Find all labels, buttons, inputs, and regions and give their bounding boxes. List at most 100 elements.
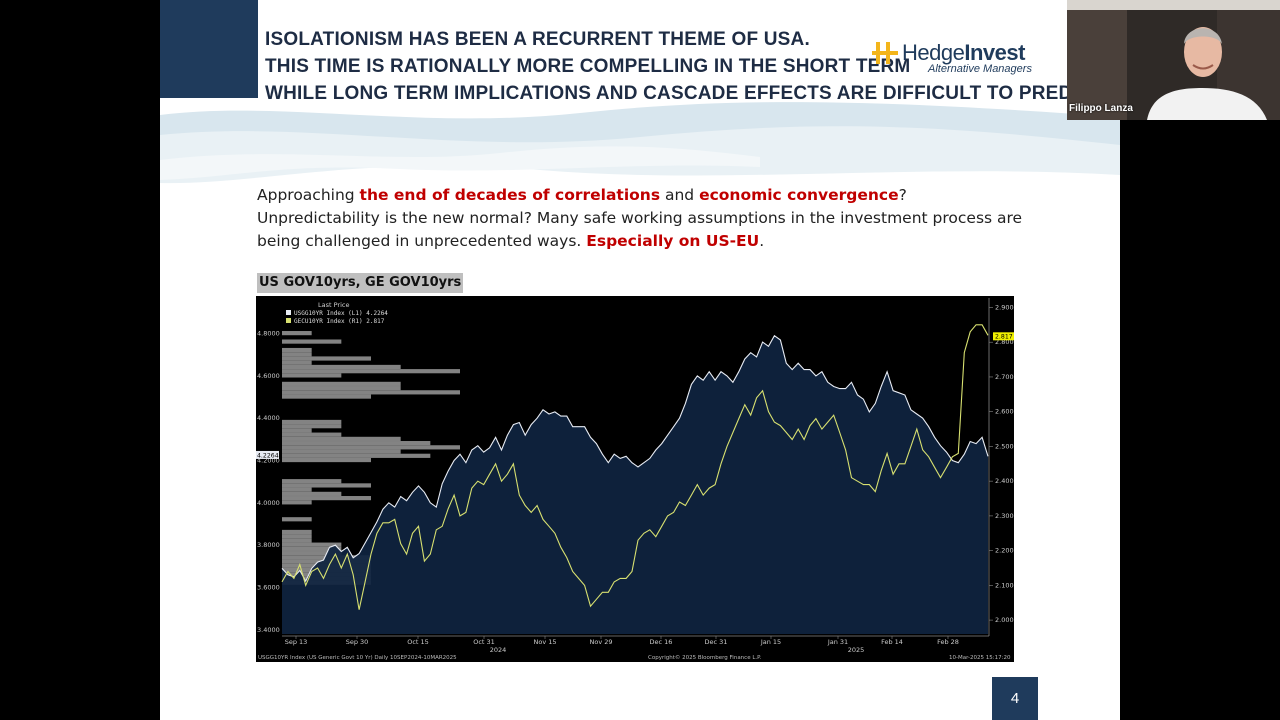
footer-texts: USGG10YR Index (US Generic Govt 10 Yr) D… [258,654,1011,661]
histogram-bar [282,424,342,429]
histogram-bar [282,538,312,543]
participant-name: Filippo Lanza [1069,103,1133,114]
histogram-bar [282,347,312,353]
histogram-bar [282,428,312,433]
x-axis-tick-label: Oct 15 [407,638,429,646]
slide-title: ISOLATIONISM HAS BEEN A RECURRENT THEME … [265,26,1120,107]
x-axis-tick-label: Jan 31 [827,638,848,646]
histogram-bar [282,449,401,454]
hedgeinvest-logo: HedgeInvest Alternative Managers [872,40,1052,80]
histogram-bar [282,542,342,547]
right-axis-tick-label: 2.600 [995,408,1014,416]
ge-series-line [281,324,989,610]
histogram-bar [282,436,401,441]
ge-last-value-tag [993,332,1014,341]
legend-title: Last Price [318,301,349,309]
histogram-bar [282,487,312,492]
histogram-bar [282,546,342,551]
histogram-bar [282,491,342,496]
left-axis-tick-label: 3.6000 [257,583,280,591]
right-axis-tick-label: 2.300 [995,512,1014,520]
histogram-bar [282,529,312,535]
left-axis-tick-label: 3.8000 [257,541,280,549]
intro-text-2: and [660,186,700,204]
histogram-bar [282,483,371,488]
left-axis-tick-label: 4.8000 [257,330,280,338]
right-axis-tick-label: 2.700 [995,373,1014,381]
x-axis-tick-label: Nov 15 [533,638,556,646]
x-axis-tick-label: Sep 30 [346,638,369,646]
x-axis-tick-label: Dec 31 [705,638,728,646]
us-series-line [281,334,989,583]
right-axis-tick-label: 2.900 [995,303,1014,311]
histogram-bar [282,419,342,425]
footer-timestamp: 10-Mar-2025 15:17:20 [949,655,1011,661]
histogram-bar [282,453,431,458]
right-axis-tick-label: 2.500 [995,442,1014,450]
intro-text-1: Approaching [257,186,360,204]
chart-caption: US GOV10yrs, GE GOV10yrs [257,273,464,293]
histogram-bar [282,386,401,391]
histogram-bar [282,445,460,450]
x-axis-year-label: 2025 [848,646,865,654]
intro-text-3: ? Unpredictability is the new normal? Ma… [257,186,1023,250]
webcam-tile[interactable]: Filippo Lanza [1067,0,1280,120]
histogram-bar [282,331,312,336]
intro-highlight-3: Especially on US-EU [586,232,760,250]
right-axis-tick-label: 2.100 [995,581,1014,589]
histogram-bar [282,373,342,378]
left-axis-tick-label: 4.4000 [257,414,280,422]
histogram-bar [282,432,342,437]
us-area-fill [282,335,988,634]
chart-legend: Last Price USGG10YR Index (L1) 4.2264 GE… [286,301,388,325]
x-axis-tick-label: Sep 13 [285,638,308,646]
intro-text-4: . [759,232,765,250]
x-axis-tick-label: Jan 15 [760,638,781,646]
us-last-value-label: 4.2264 [257,452,279,459]
right-axis-tick-label: 2.400 [995,477,1014,485]
x-axis-tick-label: Feb 28 [937,638,959,646]
webcam-video [1067,0,1280,120]
logo-subtitle: Alternative Managers [928,63,1032,75]
x-axis-tick-label: Feb 14 [881,638,903,646]
left-axis-tick-label: 4.0000 [257,499,280,507]
x-axis-year-label: 2024 [490,646,507,654]
histogram-bar [282,500,312,505]
histogram-bar [282,381,401,386]
histogram-bar [282,496,371,501]
left-axis-tick-label: 4.6000 [257,372,280,380]
us-last-value-tag [256,450,279,459]
histogram-bar [282,360,312,365]
right-axis-tick-label: 2.800 [995,338,1014,346]
title-line-1: ISOLATIONISM HAS BEEN A RECURRENT THEME … [265,29,810,50]
logo-wordmark: HedgeInvest [902,40,1025,66]
right-axis-tick-label: 2.200 [995,547,1014,555]
header-band [160,0,258,98]
title-line-2: THIS TIME IS RATIONALLY MORE COMPELLING … [265,56,911,77]
legend-entry-ge: GECU10YR Index (R1) 2.817 [294,318,385,325]
histogram-bar [282,457,371,463]
footer-source-left: USGG10YR Index (US Generic Govt 10 Yr) D… [258,655,457,661]
left-axis-tick-label: 3.4000 [257,626,280,634]
price-histogram [282,331,460,585]
x-axis-tick-label: Nov 29 [589,638,612,646]
intro-highlight-1: the end of decades of correlations [359,186,661,204]
x-axis-tick-label: Oct 31 [473,638,495,646]
ge-last-value-label: 2.817 [995,334,1013,341]
histogram-bar [282,339,342,344]
chart-svg: 3.4000 3.6000 3.8000 4.0000 4.2000 4.4000 4.60… [256,296,1014,662]
histogram-bar [282,394,371,399]
title-line-3: WHILE LONG TERM IMPLICATIONS AND CASCADE… [265,83,1120,104]
intro-paragraph: Approaching the end of decades of correl… [257,184,1027,253]
legend-swatch-ge [286,318,291,323]
histogram-bar [282,352,312,357]
intro-highlight-2: economic convergence [699,186,899,204]
header-waves [160,102,1120,184]
histogram-bar [282,534,312,539]
histogram-bar [282,551,342,556]
histogram-bar [282,369,460,374]
slide: ISOLATIONISM HAS BEEN A RECURRENT THEME … [160,0,1120,720]
histogram-bar [282,517,312,522]
x-axis-tick-label: Dec 16 [650,638,673,646]
legend-entry-us: USGG10YR Index (L1) 4.2264 [294,310,388,317]
